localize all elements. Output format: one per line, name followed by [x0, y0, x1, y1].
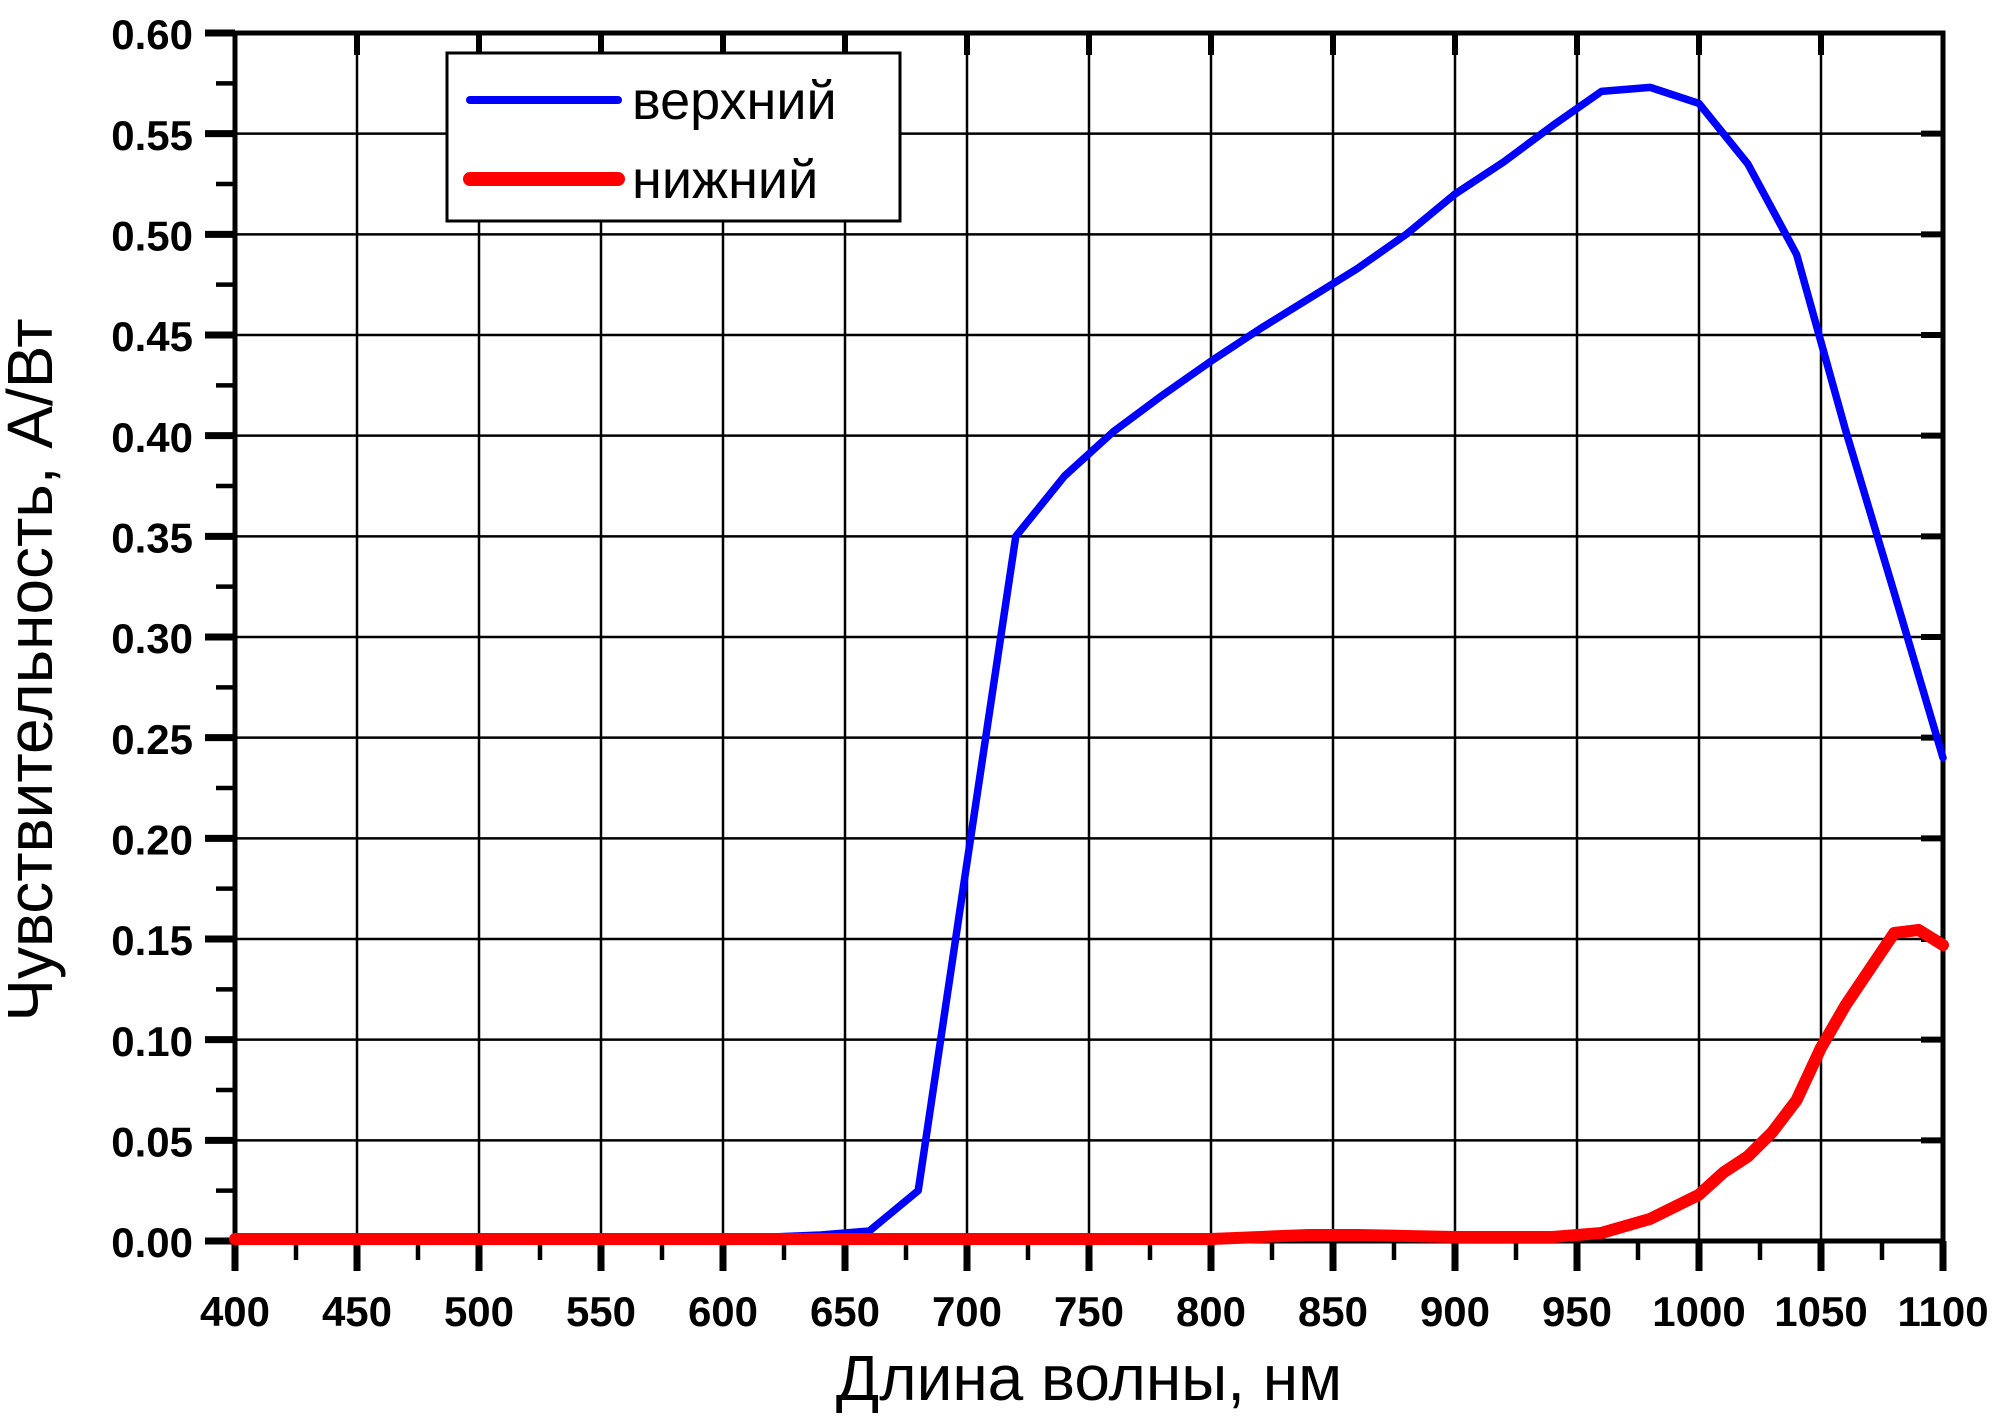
- x-tick-label: 1000: [1652, 1288, 1745, 1335]
- legend-upper-label: верхний: [632, 71, 837, 131]
- x-tick-label: 550: [566, 1288, 636, 1335]
- y-tick-label: 0.00: [111, 1219, 193, 1266]
- x-tick-label: 650: [810, 1288, 880, 1335]
- x-tick-label: 500: [444, 1288, 514, 1335]
- x-tick-label: 950: [1542, 1288, 1612, 1335]
- x-tick-label: 600: [688, 1288, 758, 1335]
- y-tick-label: 0.35: [111, 515, 193, 562]
- x-tick-labels: 400 450 500 550 600 650 700 750 800 850 900 950 1000…: [200, 1288, 1989, 1335]
- legend-lower-label: нижний: [632, 150, 818, 210]
- y-tick-label: 0.45: [111, 313, 193, 360]
- y-tick-labels: 0.00 0.05 0.10 0.15 0.20 0.25 0.30 0.35 0.40 0.45…: [111, 11, 193, 1266]
- y-tick-label: 0.60: [111, 11, 193, 58]
- y-tick-label: 0.55: [111, 112, 193, 159]
- x-tick-label: 400: [200, 1288, 270, 1335]
- y-tick-label: 0.30: [111, 615, 193, 662]
- y-tick-label: 0.05: [111, 1119, 193, 1166]
- y-tick-label: 0.25: [111, 716, 193, 763]
- y-tick-label: 0.15: [111, 917, 193, 964]
- series-lines: [229, 83, 1949, 1245]
- x-axis-title: Длина волны, нм: [836, 1342, 1342, 1414]
- y-tick-label: 0.40: [111, 414, 193, 461]
- x-tick-label: 850: [1298, 1288, 1368, 1335]
- x-tick-label: 800: [1176, 1288, 1246, 1335]
- legend: верхний нижний: [445, 51, 902, 223]
- x-tick-label: 1100: [1897, 1288, 1988, 1335]
- x-tick-label: 450: [322, 1288, 392, 1335]
- lower-series-line: [229, 923, 1949, 1245]
- legend-box: [445, 51, 902, 223]
- y-tick-label: 0.50: [111, 213, 193, 260]
- y-axis-title: Чувствительность, А/Вт: [0, 318, 66, 1021]
- x-tick-label: 750: [1054, 1288, 1124, 1335]
- x-tick-label: 900: [1420, 1288, 1490, 1335]
- y-tick-label: 0.20: [111, 817, 193, 864]
- x-tick-label: 700: [932, 1288, 1002, 1335]
- x-tick-label: 1050: [1774, 1288, 1867, 1335]
- y-tick-label: 0.10: [111, 1018, 193, 1065]
- gridlines: [235, 33, 1943, 1241]
